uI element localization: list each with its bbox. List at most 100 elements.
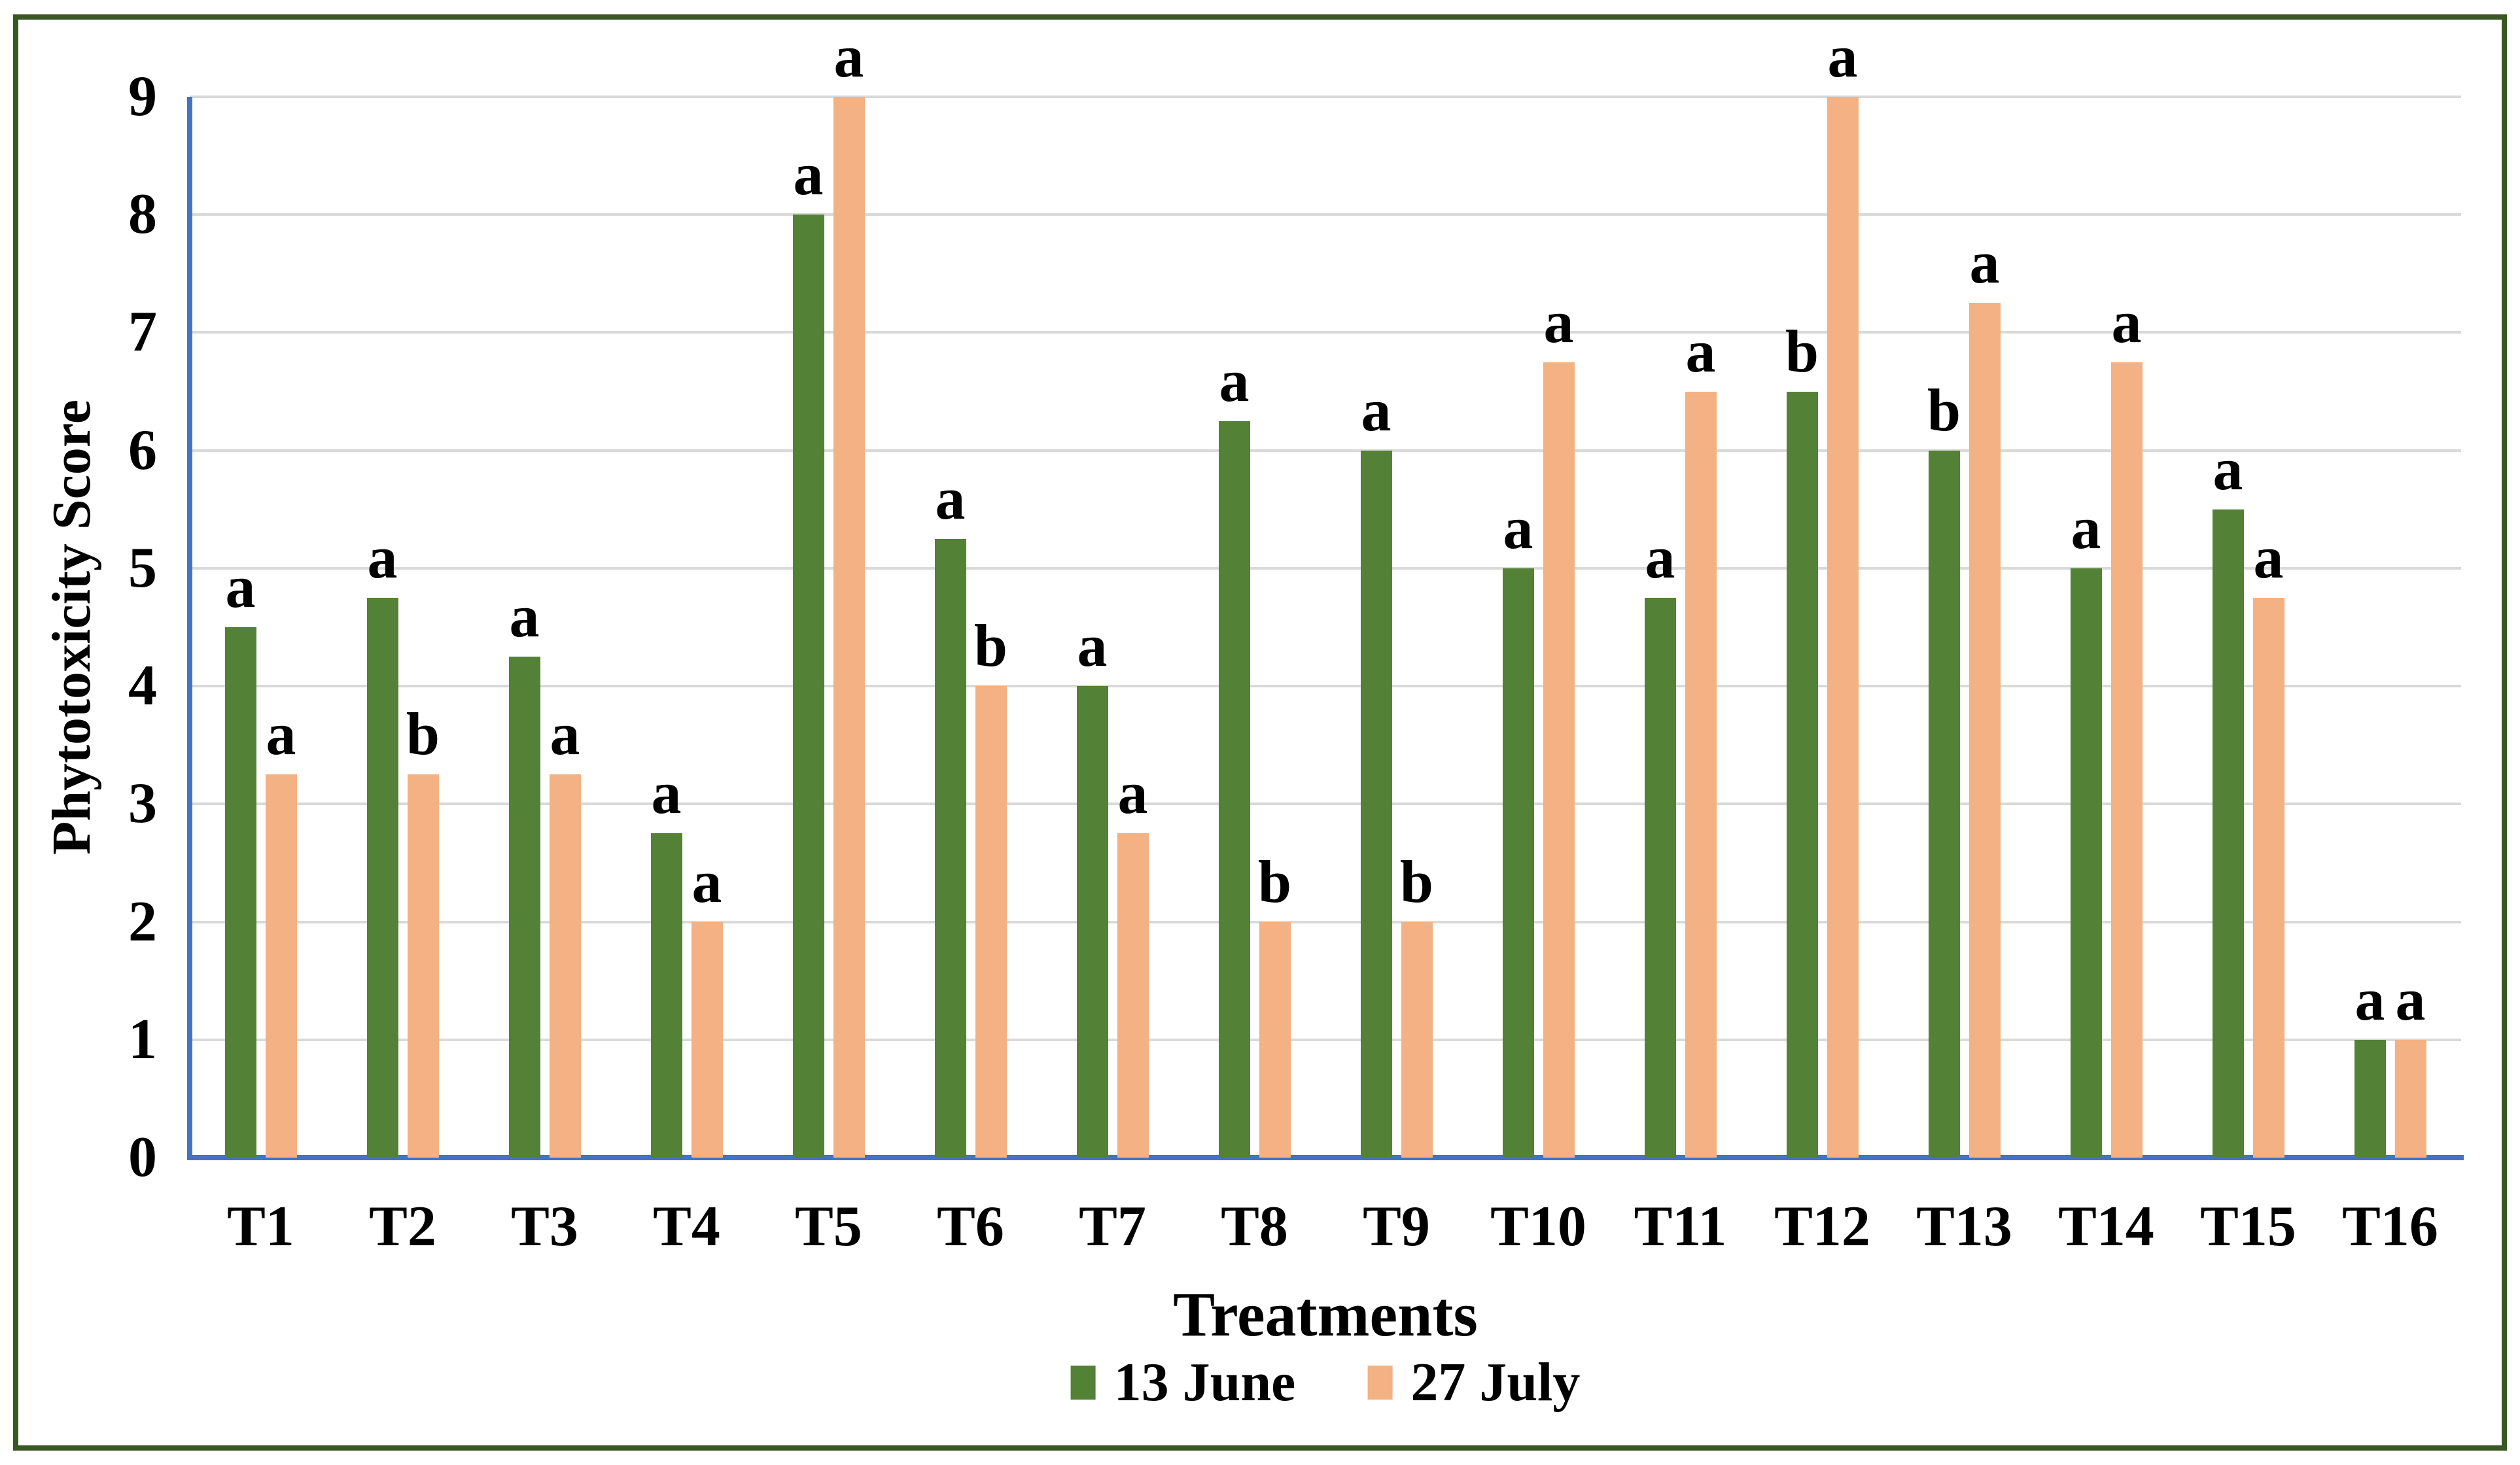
legend-item-13-june: 13 June (1070, 1352, 1296, 1413)
legend: 13 June 27 July (1070, 1352, 1580, 1413)
y-tick-label: 0 (128, 1126, 157, 1189)
y-tick-label: 2 (128, 889, 157, 954)
bar-T15-june (2212, 509, 2244, 1158)
bar-T11-july (1685, 391, 1717, 1158)
bar-T9-june (1360, 450, 1392, 1158)
bar-T6-june (934, 538, 966, 1158)
significance-letter-T12-june: b (1785, 317, 1819, 385)
significance-letter-T1-june: a (225, 553, 256, 620)
y-axis-title: Phytotoxicity Score (41, 400, 102, 855)
significance-letter-T6-july: b (973, 612, 1008, 680)
bar-T8-june (1218, 421, 1250, 1158)
significance-letter-T4-july: a (691, 848, 722, 915)
gridline-y-8 (190, 213, 2461, 216)
y-tick-label: 7 (128, 300, 157, 364)
significance-letter-T14-june: a (2071, 494, 2101, 561)
x-tick-label-T1: T1 (227, 1195, 294, 1258)
bar-T3-july (549, 774, 581, 1158)
x-axis-line (187, 1155, 2464, 1160)
gridline-y-6 (190, 449, 2461, 452)
significance-letter-T15-june: a (2213, 435, 2243, 502)
bar-T15-july (2252, 597, 2284, 1158)
legend-swatch-13-june (1070, 1366, 1096, 1400)
significance-letter-T13-june: b (1927, 376, 1961, 443)
x-tick-label-T14: T14 (2058, 1195, 2154, 1258)
significance-letter-T15-july: a (2253, 523, 2284, 591)
x-tick-label-T12: T12 (1774, 1195, 1870, 1258)
bar-T11-june (1644, 597, 1676, 1158)
significance-letter-T9-june: a (1361, 376, 1391, 443)
significance-letter-T5-july: a (833, 23, 864, 90)
gridline-y-5 (190, 566, 2461, 570)
gridline-y-1 (190, 1038, 2461, 1041)
bar-T1-june (224, 627, 256, 1158)
bar-T9-july (1401, 922, 1433, 1158)
significance-letter-T10-june: a (1503, 494, 1533, 561)
x-tick-label-T6: T6 (937, 1195, 1004, 1258)
gridline-y-2 (190, 920, 2461, 923)
bar-T10-june (1502, 568, 1534, 1158)
y-tick-label: 9 (128, 65, 157, 128)
significance-letter-T10-july: a (1543, 288, 1574, 355)
significance-letter-T11-july: a (1685, 317, 1716, 385)
significance-letter-T7-july: a (1117, 759, 1148, 827)
x-tick-label-T15: T15 (2200, 1195, 2296, 1258)
gridline-y-9 (190, 95, 2461, 98)
x-tick-label-T10: T10 (1490, 1195, 1586, 1258)
bar-T12-july (1827, 97, 1859, 1158)
significance-letter-T1-july: a (266, 700, 296, 768)
bar-T6-july (975, 686, 1007, 1158)
figure-border (13, 14, 2507, 1451)
x-tick-label-T9: T9 (1363, 1195, 1430, 1258)
bar-T8-july (1259, 922, 1291, 1158)
bar-T7-june (1076, 686, 1108, 1158)
significance-letter-T3-june: a (509, 583, 540, 650)
gridline-y-7 (190, 331, 2461, 334)
bar-T7-july (1117, 833, 1149, 1158)
significance-letter-T16-july: a (2395, 965, 2426, 1033)
significance-letter-T13-july: a (1969, 229, 2000, 296)
significance-letter-T8-june: a (1219, 347, 1250, 414)
y-tick-label: 1 (128, 1007, 157, 1071)
bar-T13-july (1969, 303, 2001, 1158)
x-tick-label-T7: T7 (1079, 1195, 1146, 1258)
gridline-y-4 (190, 685, 2461, 688)
significance-letter-T6-june: a (935, 464, 966, 532)
bar-T14-july (2110, 362, 2143, 1158)
legend-item-27-july: 27 July (1367, 1355, 1580, 1410)
significance-letter-T7-june: a (1077, 612, 1108, 680)
bar-T2-june (366, 597, 398, 1158)
significance-letter-T16-june: a (2354, 965, 2385, 1033)
significance-letter-T2-july: b (406, 700, 440, 768)
significance-letter-T14-july: a (2111, 288, 2142, 355)
bar-T5-june (792, 215, 824, 1158)
significance-letter-T5-june: a (793, 141, 824, 208)
bar-T13-june (1928, 450, 1960, 1158)
y-tick-label: 4 (128, 654, 157, 718)
bar-T16-june (2354, 1039, 2386, 1158)
legend-label: 27 July (1410, 1352, 1581, 1413)
significance-letter-T9-july: b (1399, 848, 1434, 915)
bar-T1-july (265, 774, 297, 1158)
x-tick-label-T16: T16 (2342, 1195, 2438, 1258)
significance-letter-T2-june: a (367, 523, 398, 591)
bar-T2-july (407, 774, 439, 1158)
x-tick-label-T8: T8 (1221, 1195, 1288, 1258)
bar-T16-july (2394, 1039, 2426, 1158)
significance-letter-T4-june: a (651, 759, 682, 827)
legend-label: 13 June (1113, 1352, 1296, 1413)
x-tick-label-T13: T13 (1916, 1195, 2012, 1258)
x-tick-label-T3: T3 (511, 1195, 578, 1258)
significance-letter-T3-july: a (550, 700, 580, 768)
significance-letter-T8-july: b (1257, 848, 1292, 915)
x-tick-label-T11: T11 (1634, 1195, 1727, 1258)
y-tick-label: 5 (128, 536, 157, 600)
bar-T4-july (691, 922, 723, 1158)
x-tick-label-T4: T4 (653, 1195, 720, 1258)
bar-T10-july (1543, 362, 1575, 1158)
bar-T12-june (1786, 391, 1818, 1158)
significance-letter-T11-june: a (1645, 523, 1675, 591)
y-tick-label: 8 (128, 182, 157, 247)
bar-T3-june (508, 657, 540, 1158)
